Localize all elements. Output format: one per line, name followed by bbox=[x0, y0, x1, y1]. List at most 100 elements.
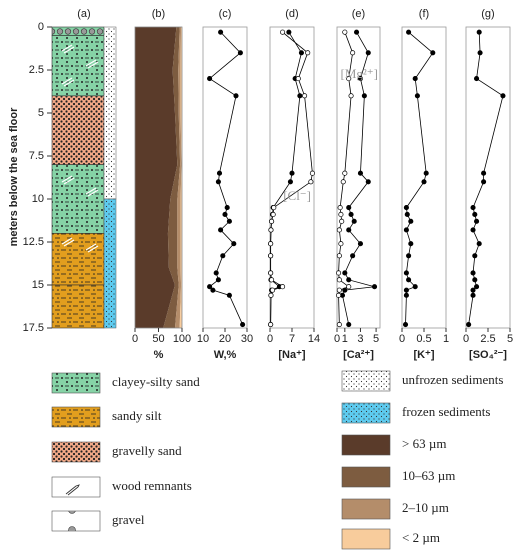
point bbox=[470, 292, 476, 298]
legend-label: gravel bbox=[112, 512, 145, 527]
point bbox=[269, 277, 275, 283]
point bbox=[269, 218, 275, 224]
x-tick-label: 20 bbox=[219, 333, 231, 345]
legend-pattern bbox=[52, 373, 100, 393]
y-axis-label: meters below the sea floor bbox=[8, 107, 20, 246]
layer-pattern bbox=[51, 164, 105, 234]
wood-icon bbox=[61, 44, 75, 54]
y-tick-label: 7.5 bbox=[29, 150, 44, 162]
point bbox=[346, 205, 352, 211]
state-pattern bbox=[103, 198, 117, 329]
point bbox=[348, 211, 354, 218]
layer-pattern bbox=[51, 26, 105, 36]
point bbox=[215, 179, 221, 185]
profile-line bbox=[270, 31, 302, 325]
point bbox=[365, 179, 371, 185]
x-tick-label: 3 bbox=[357, 333, 363, 345]
legend-swatch bbox=[341, 528, 391, 550]
x-axis-label: % bbox=[154, 349, 164, 361]
point bbox=[481, 170, 487, 176]
point bbox=[406, 29, 412, 35]
point bbox=[220, 253, 226, 259]
point bbox=[342, 270, 348, 276]
point bbox=[403, 227, 409, 233]
area bbox=[163, 27, 181, 328]
point bbox=[414, 93, 420, 99]
panel-label: (a) bbox=[77, 8, 90, 20]
wood-icon bbox=[61, 237, 75, 247]
legend-label: 10–63 µm bbox=[402, 468, 455, 483]
frame bbox=[336, 26, 381, 329]
point bbox=[474, 284, 480, 290]
point bbox=[339, 218, 345, 224]
point bbox=[240, 322, 246, 328]
point bbox=[470, 205, 476, 211]
point bbox=[338, 241, 344, 247]
frame bbox=[202, 26, 248, 329]
point bbox=[412, 284, 418, 290]
point bbox=[353, 29, 360, 35]
wood-icon bbox=[85, 59, 99, 69]
point bbox=[350, 50, 356, 56]
legend-pattern bbox=[342, 371, 390, 391]
point bbox=[346, 322, 352, 328]
layer-pattern bbox=[51, 95, 105, 165]
point bbox=[346, 76, 352, 82]
legend-swatch bbox=[341, 498, 391, 520]
legend-swatch bbox=[341, 466, 391, 488]
x-axis-label: [Ca²⁺] bbox=[343, 349, 374, 361]
point bbox=[403, 292, 409, 298]
point bbox=[348, 93, 354, 99]
point bbox=[470, 227, 476, 233]
legend-label: unfrozen sediments bbox=[402, 372, 503, 387]
annotation: [Cl⁻] bbox=[283, 188, 311, 203]
point bbox=[222, 211, 228, 218]
point bbox=[213, 270, 219, 276]
x-tick-label: 14 bbox=[308, 333, 320, 345]
x-axis-label: W,% bbox=[214, 349, 237, 361]
legend-swatch bbox=[341, 434, 391, 456]
legend-pattern bbox=[342, 403, 390, 423]
point bbox=[305, 50, 311, 56]
point bbox=[346, 284, 352, 290]
layer-pattern bbox=[51, 233, 105, 286]
point bbox=[302, 93, 308, 99]
point bbox=[472, 211, 478, 218]
x-tick-label: 5 bbox=[373, 333, 379, 345]
legend-label: wood remnants bbox=[112, 478, 192, 493]
point bbox=[295, 76, 301, 82]
point bbox=[406, 253, 412, 259]
point bbox=[406, 277, 412, 283]
point bbox=[476, 29, 482, 35]
point bbox=[218, 29, 224, 35]
point bbox=[423, 170, 429, 176]
point bbox=[280, 284, 286, 290]
y-tick-label: 17.5 bbox=[23, 322, 44, 334]
point bbox=[336, 270, 342, 276]
y-tick-label: 15 bbox=[32, 279, 44, 291]
annotation: [Mg²⁺] bbox=[341, 66, 378, 81]
y-tick-label: 0 bbox=[38, 21, 44, 33]
point bbox=[336, 287, 342, 293]
point bbox=[210, 287, 216, 293]
point bbox=[472, 277, 478, 283]
panel-label: (d) bbox=[285, 8, 298, 20]
point bbox=[476, 241, 482, 247]
point bbox=[226, 218, 232, 224]
point bbox=[308, 179, 314, 185]
point bbox=[336, 227, 342, 233]
point bbox=[226, 292, 232, 298]
point bbox=[474, 76, 480, 82]
point bbox=[268, 270, 274, 276]
area bbox=[135, 27, 178, 328]
legend-pattern bbox=[52, 407, 100, 427]
x-tick-label: 10 bbox=[197, 333, 209, 345]
point bbox=[338, 211, 344, 218]
point bbox=[268, 253, 274, 259]
point bbox=[216, 170, 223, 176]
x-tick-label: 0.5 bbox=[416, 333, 431, 345]
x-tick-label: 100 bbox=[173, 333, 191, 345]
wood-icon bbox=[85, 243, 99, 253]
area bbox=[174, 27, 182, 328]
legend-pattern bbox=[52, 442, 100, 462]
